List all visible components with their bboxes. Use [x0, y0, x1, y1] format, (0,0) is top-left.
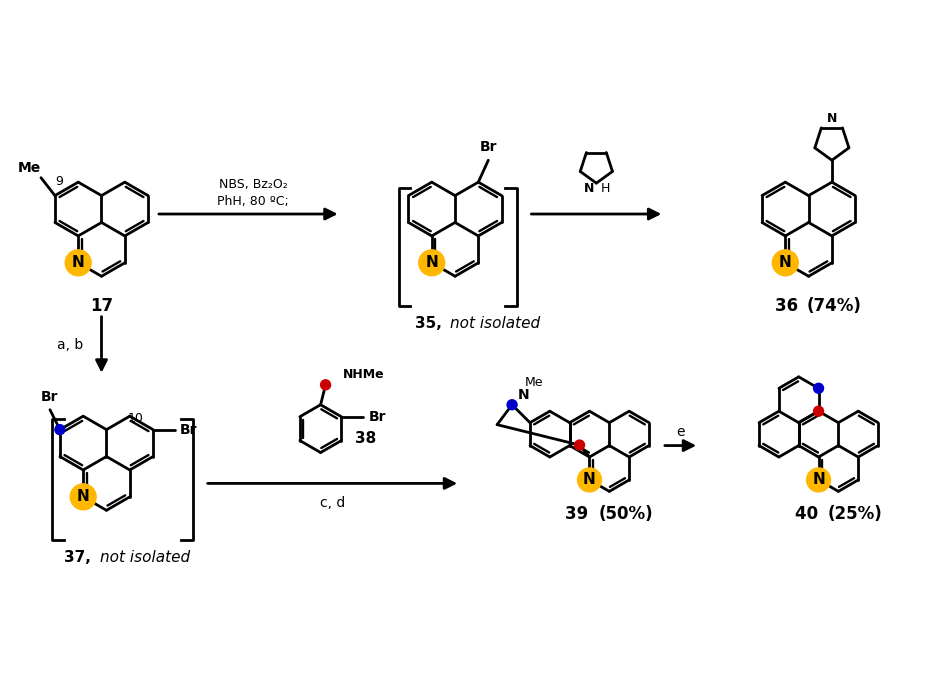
Circle shape	[814, 406, 824, 416]
Text: 10: 10	[127, 411, 143, 424]
Text: 36: 36	[774, 297, 803, 315]
Text: N: N	[72, 255, 85, 270]
Text: 35,: 35,	[415, 316, 447, 331]
Text: 39: 39	[565, 505, 594, 524]
Text: 38: 38	[355, 431, 376, 446]
Text: N: N	[779, 255, 792, 270]
Text: (74%): (74%)	[807, 297, 861, 315]
Circle shape	[807, 468, 830, 492]
Text: N: N	[827, 112, 837, 125]
Circle shape	[321, 380, 330, 390]
Text: (50%): (50%)	[598, 505, 653, 524]
Text: Br: Br	[41, 390, 59, 404]
Text: NHMe: NHMe	[342, 368, 384, 382]
Text: H: H	[600, 181, 609, 195]
Circle shape	[578, 468, 602, 492]
Text: 9: 9	[55, 175, 63, 188]
Text: e: e	[676, 424, 685, 439]
Circle shape	[419, 250, 445, 276]
Text: c, d: c, d	[320, 496, 345, 511]
Text: Me: Me	[18, 161, 41, 175]
Text: N: N	[584, 181, 594, 195]
Text: N: N	[518, 388, 530, 402]
Text: N: N	[425, 255, 439, 270]
Text: Br: Br	[180, 422, 198, 437]
Text: Me: Me	[524, 376, 543, 389]
Text: NBS, Bz₂O₂: NBS, Bz₂O₂	[219, 178, 287, 191]
Circle shape	[575, 440, 584, 450]
Text: Br: Br	[480, 141, 497, 154]
Text: PhH, 80 ºC;: PhH, 80 ºC;	[217, 195, 289, 208]
Text: N: N	[813, 473, 825, 488]
Circle shape	[814, 384, 824, 393]
Text: N: N	[583, 473, 596, 488]
Circle shape	[55, 424, 65, 435]
Text: N: N	[77, 490, 90, 504]
Text: 17: 17	[90, 297, 113, 315]
Circle shape	[70, 484, 96, 510]
Text: 37,: 37,	[64, 550, 96, 566]
Text: not isolated: not isolated	[450, 316, 540, 331]
Text: not isolated: not isolated	[100, 550, 189, 566]
Text: Br: Br	[369, 409, 386, 424]
Text: 40: 40	[795, 505, 824, 524]
Circle shape	[65, 250, 91, 276]
Text: a, b: a, b	[57, 337, 83, 352]
Circle shape	[773, 250, 799, 276]
Text: (25%): (25%)	[828, 505, 883, 524]
Circle shape	[507, 400, 517, 409]
